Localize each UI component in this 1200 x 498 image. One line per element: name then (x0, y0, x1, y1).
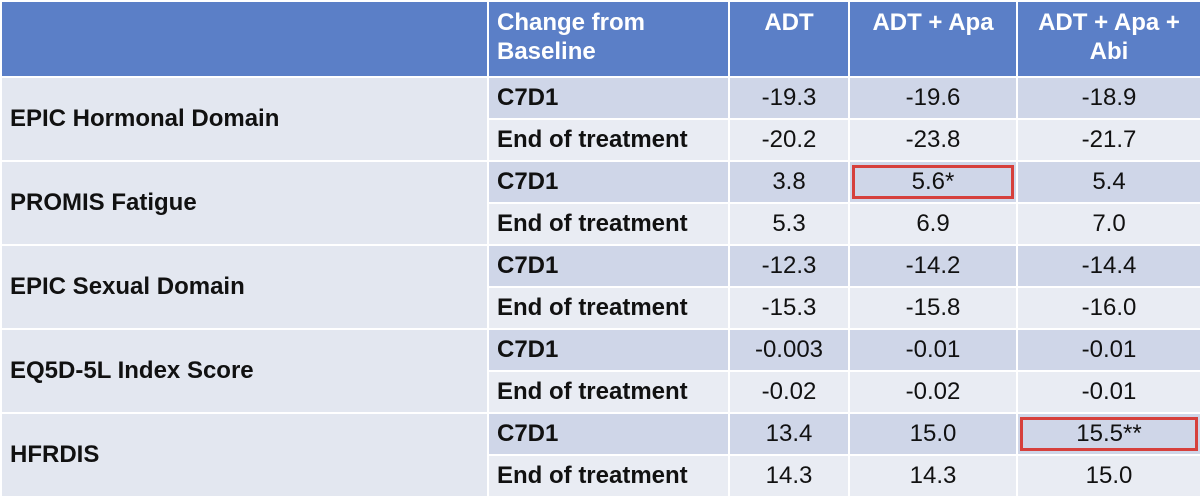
table-row: End of treatment -0.02 -0.02 -0.01 (1, 370, 1200, 414)
value-cell: 13.4 (728, 412, 850, 456)
timepoint-label: End of treatment (487, 118, 730, 162)
cell-value: -20.2 (761, 126, 817, 153)
table-row: HFRDIS C7D1 13.4 15.0 15.5** (0, 412, 1200, 498)
cell-value: 5.3 (772, 210, 806, 237)
cell-value: -0.003 (754, 336, 824, 363)
cell-value: 3.8 (772, 168, 806, 195)
cell-value: -0.01 (1081, 336, 1137, 363)
cell-value: 5.4 (1092, 168, 1126, 195)
value-cell: -15.3 (728, 286, 850, 330)
value-cell: -16.0 (1016, 286, 1200, 330)
value-cell: -14.2 (848, 244, 1018, 288)
cell-value: 5.6* (911, 168, 955, 195)
group-label: EPIC Hormonal Domain (0, 76, 489, 162)
cell-value: -0.01 (1081, 378, 1137, 405)
value-cell: 5.3 (728, 202, 850, 246)
value-cell: -0.02 (728, 370, 850, 414)
header-adt-apa-abi: ADT + Apa + Abi (1016, 0, 1200, 78)
cell-value: -0.02 (905, 378, 961, 405)
value-cell: -23.8 (848, 118, 1018, 162)
cell-value: -23.8 (905, 126, 961, 153)
header-adt-apa: ADT + Apa (848, 0, 1018, 78)
cell-value: -14.4 (1081, 252, 1137, 279)
timepoint-label: End of treatment (487, 286, 730, 330)
value-cell: 15.0 (848, 412, 1018, 456)
value-cell: -0.01 (848, 328, 1018, 372)
group-label: EPIC Sexual Domain (0, 244, 489, 330)
header-change-from-baseline: Change from Baseline (487, 0, 730, 78)
cell-value: 13.4 (765, 420, 813, 447)
timepoint-label: End of treatment (487, 454, 730, 498)
table-row: EPIC Hormonal Domain C7D1 -19.3 -19.6 -18.9 (0, 76, 1200, 162)
cell-value: 14.3 (909, 462, 957, 489)
table-body: EPIC Hormonal Domain C7D1 -19.3 -19.6 -18.9 E… (0, 76, 1200, 498)
value-cell: 5.6* (848, 160, 1018, 204)
timepoint-label: C7D1 (487, 412, 730, 456)
value-cell: -12.3 (728, 244, 850, 288)
value-cell: -0.01 (1016, 370, 1200, 414)
timepoint-label: C7D1 (487, 76, 730, 120)
cell-value: -12.3 (761, 252, 817, 279)
value-cell: 15.5** (1016, 412, 1200, 456)
cell-value: -21.7 (1081, 126, 1137, 153)
value-cell: -0.02 (848, 370, 1018, 414)
table-row: EQ5D-5L Index Score C7D1 -0.003 -0.01 -0.01 (0, 328, 1200, 414)
timepoint-label: C7D1 (487, 244, 730, 288)
timepoint-label: C7D1 (487, 160, 730, 204)
table-row: End of treatment 5.3 6.9 7.0 (1, 202, 1200, 246)
timepoint-label: End of treatment (487, 370, 730, 414)
cell-value: -0.01 (905, 336, 961, 363)
group-label: HFRDIS (0, 412, 489, 498)
table-row: PROMIS Fatigue C7D1 3.8 5.6* 5.4 (0, 160, 1200, 246)
cell-value: -19.6 (905, 84, 961, 111)
cell-value: 14.3 (765, 462, 813, 489)
value-cell: 15.0 (1016, 454, 1200, 498)
cell-value: 7.0 (1092, 210, 1126, 237)
cell-value: -15.3 (761, 294, 817, 321)
cell-value: -19.3 (761, 84, 817, 111)
value-cell: 14.3 (728, 454, 850, 498)
header-corner-cell (0, 0, 489, 78)
value-cell: -0.003 (728, 328, 850, 372)
cell-value: -16.0 (1081, 294, 1137, 321)
value-cell: -21.7 (1016, 118, 1200, 162)
value-cell: -18.9 (1016, 76, 1200, 120)
value-cell: -15.8 (848, 286, 1018, 330)
value-cell: -19.6 (848, 76, 1018, 120)
value-cell: 6.9 (848, 202, 1018, 246)
value-cell: 14.3 (848, 454, 1018, 498)
value-cell: -14.4 (1016, 244, 1200, 288)
timepoint-label: C7D1 (487, 328, 730, 372)
table-row: EPIC Sexual Domain C7D1 -12.3 -14.2 -14.4 (0, 244, 1200, 330)
value-cell: -0.01 (1016, 328, 1200, 372)
table-row: End of treatment -15.3 -15.8 -16.0 (1, 286, 1200, 330)
value-cell: 7.0 (1016, 202, 1200, 246)
table-row: End of treatment 14.3 14.3 15.0 (1, 454, 1200, 498)
value-cell: -19.3 (728, 76, 850, 120)
cell-value: 6.9 (916, 210, 950, 237)
cell-value: -18.9 (1081, 84, 1137, 111)
table-row: End of treatment -20.2 -23.8 -21.7 (1, 118, 1200, 162)
group-label: EQ5D-5L Index Score (0, 328, 489, 414)
cell-value: 15.0 (1085, 462, 1133, 489)
group-label: PROMIS Fatigue (0, 160, 489, 246)
cell-value: -15.8 (905, 294, 961, 321)
cell-value: 15.0 (909, 420, 957, 447)
value-cell: 3.8 (728, 160, 850, 204)
timepoint-label: End of treatment (487, 202, 730, 246)
cell-value: -14.2 (905, 252, 961, 279)
cell-value: -0.02 (761, 378, 817, 405)
header-row: Change from Baseline ADT ADT + Apa ADT +… (0, 0, 1200, 78)
header-adt: ADT (728, 0, 850, 78)
cell-value: 15.5** (1076, 420, 1142, 447)
value-cell: -20.2 (728, 118, 850, 162)
value-cell: 5.4 (1016, 160, 1200, 204)
